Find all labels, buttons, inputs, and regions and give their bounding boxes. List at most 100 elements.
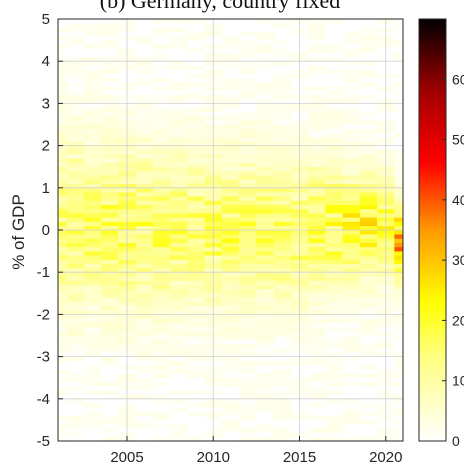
heatmap-cell	[394, 221, 403, 227]
chart-title: (b) Germany, country fixed	[100, 0, 341, 13]
heatmap-cell	[342, 301, 361, 307]
heatmap-cell	[66, 246, 85, 252]
heatmap-cell	[308, 27, 326, 32]
heatmap-cell	[394, 267, 403, 273]
heatmap-cell	[66, 310, 85, 315]
heatmap-cell	[58, 52, 67, 58]
heatmap-cell	[256, 61, 274, 66]
heatmap-cell	[58, 331, 67, 336]
heatmap-cell	[273, 432, 292, 438]
heatmap-cell	[325, 327, 343, 332]
heatmap-cell	[221, 251, 240, 256]
heatmap-cell	[101, 381, 119, 387]
heatmap-cell	[239, 111, 257, 117]
heatmap-cell	[187, 65, 205, 70]
heatmap-cell	[342, 187, 361, 193]
heatmap-cell	[135, 352, 154, 357]
heatmap-cell	[256, 217, 274, 222]
heatmap-cell	[135, 78, 154, 83]
heatmap-cell	[66, 293, 85, 298]
heatmap-cell	[239, 318, 257, 324]
heatmap-cell	[256, 251, 274, 256]
heatmap-cell	[135, 99, 154, 104]
heatmap-cell	[66, 386, 85, 391]
heatmap-cell	[170, 170, 188, 176]
heatmap-cell	[221, 141, 240, 146]
heatmap-cell	[308, 86, 326, 92]
heatmap-cell	[325, 360, 343, 366]
heatmap-cell	[101, 267, 119, 273]
heatmap-cell	[101, 289, 119, 294]
heatmap-cell	[394, 208, 403, 214]
heatmap-cell	[187, 19, 205, 24]
heatmap-cell	[170, 280, 188, 286]
heatmap-cell	[239, 267, 257, 273]
heatmap-cell	[152, 221, 171, 227]
heatmap-cell	[273, 111, 292, 117]
heatmap-cell	[170, 225, 188, 231]
heatmap-cell	[66, 40, 85, 45]
heatmap-cell	[239, 331, 257, 336]
heatmap-cell	[66, 73, 85, 79]
heatmap-cell	[66, 415, 85, 421]
heatmap-cell	[239, 327, 257, 332]
heatmap-cell	[187, 200, 205, 205]
heatmap-cell	[83, 293, 102, 298]
heatmap-cell	[101, 27, 119, 32]
heatmap-cell	[135, 411, 154, 416]
heatmap-cell	[66, 377, 85, 383]
heatmap-cell	[170, 289, 188, 294]
heatmap-cell	[308, 183, 326, 189]
heatmap-cell	[308, 107, 326, 113]
heatmap-cell	[221, 225, 240, 231]
heatmap-cell	[221, 61, 240, 66]
heatmap-cell	[256, 381, 274, 387]
heatmap-cell	[187, 179, 205, 184]
heatmap-cell	[273, 192, 292, 197]
colorbar-tick-label: 30	[452, 252, 464, 268]
heatmap-cell	[152, 280, 171, 286]
heatmap-cell	[308, 428, 326, 433]
heatmap-cell	[101, 356, 119, 362]
heatmap-cell	[359, 128, 378, 134]
heatmap-cell	[170, 436, 188, 441]
heatmap-cell	[359, 40, 378, 45]
heatmap-cell	[170, 154, 188, 159]
heatmap-cell	[101, 61, 119, 66]
heatmap-cell	[66, 99, 85, 104]
heatmap-cell	[170, 369, 188, 374]
heatmap-cell	[308, 120, 326, 125]
heatmap-cell	[394, 327, 403, 332]
heatmap-cell	[239, 272, 257, 277]
heatmap-cell	[58, 192, 67, 197]
heatmap-cell	[308, 128, 326, 134]
heatmap-cell	[342, 407, 361, 412]
heatmap-cell	[342, 78, 361, 83]
heatmap-cell	[308, 116, 326, 121]
heatmap-cell	[101, 390, 119, 395]
heatmap-cell	[152, 183, 171, 189]
heatmap-cell	[325, 44, 343, 49]
heatmap-cell	[325, 99, 343, 104]
heatmap-cell	[308, 56, 326, 62]
heatmap-cell	[66, 158, 85, 163]
heatmap-cell	[101, 339, 119, 345]
heatmap-cell	[187, 276, 205, 281]
heatmap-cell	[221, 267, 240, 273]
heatmap-cell	[239, 158, 257, 163]
heatmap-cell	[101, 175, 119, 180]
heatmap-cell	[308, 137, 326, 142]
heatmap-cell	[83, 373, 102, 378]
heatmap-cell	[256, 141, 274, 146]
heatmap-cell	[83, 179, 102, 184]
heatmap-cell	[152, 175, 171, 180]
heatmap-cell	[58, 128, 67, 134]
heatmap-cell	[187, 137, 205, 142]
heatmap-cell	[394, 200, 403, 205]
heatmap-cell	[170, 221, 188, 227]
heatmap-cell	[58, 166, 67, 172]
heatmap-cell	[101, 69, 119, 75]
heatmap-cells	[58, 19, 403, 441]
heatmap-cell	[342, 111, 361, 117]
heatmap-cell	[152, 154, 171, 159]
